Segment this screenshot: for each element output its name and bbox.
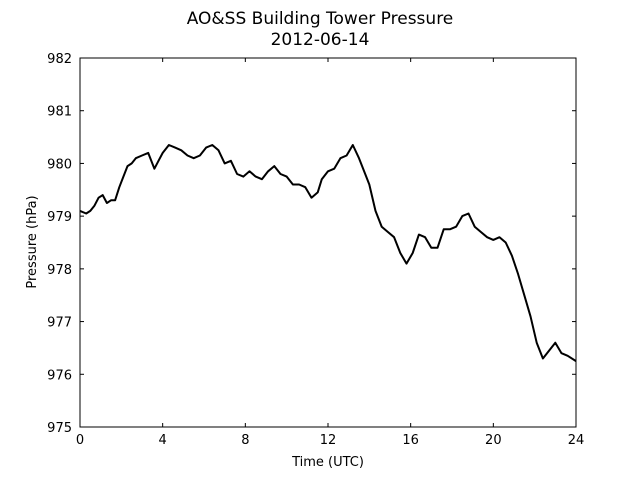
y-tick-label: 978: [47, 263, 72, 278]
y-tick-label: 980: [47, 157, 72, 172]
plot-frame: [79, 57, 577, 428]
y-tick-label: 976: [47, 368, 72, 383]
x-tick-label: 20: [485, 433, 502, 448]
x-tick-label: 4: [159, 433, 167, 448]
x-tick-label: 24: [568, 433, 585, 448]
y-tick-label: 979: [47, 210, 72, 225]
chart-title: AO&SS Building Tower Pressure: [187, 9, 454, 29]
y-axis: 975 976 977 978 979 980 981 982: [47, 52, 576, 436]
x-tick-label: 12: [320, 433, 337, 448]
pressure-series-line: [79, 144, 577, 362]
chart-subtitle: 2012-06-14: [271, 30, 370, 50]
y-tick-label: 975: [47, 421, 72, 436]
x-tick-label: 16: [402, 433, 419, 448]
x-axis-label: Time (UTC): [291, 455, 364, 470]
y-axis-label: Pressure (hPa): [25, 195, 40, 288]
y-tick-label: 981: [47, 105, 72, 120]
x-tick-label: 8: [241, 433, 249, 448]
plot-area: [79, 57, 577, 428]
y-tick-label: 977: [47, 316, 72, 331]
y-tick-label: 982: [47, 52, 72, 67]
x-tick-label: 0: [76, 433, 84, 448]
x-axis: 0 4 8 12 16 20 24: [76, 58, 584, 448]
